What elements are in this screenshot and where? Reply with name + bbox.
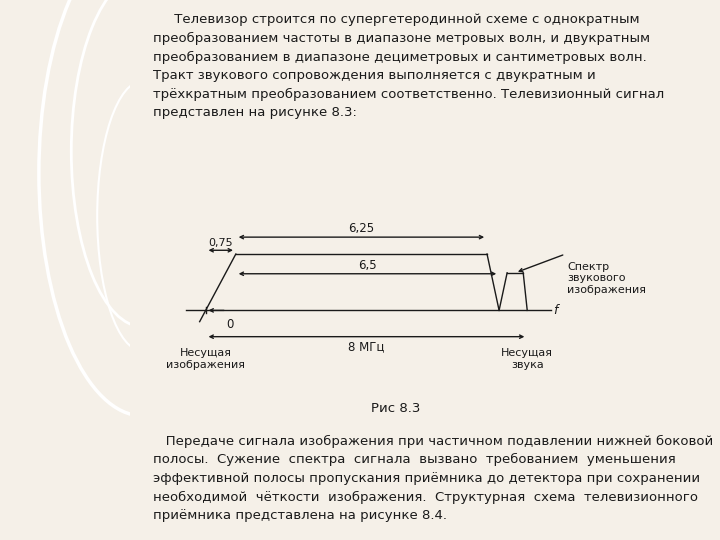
Text: Несущая
изображения: Несущая изображения	[166, 348, 246, 369]
Text: 6,5: 6,5	[358, 259, 377, 272]
Text: Спектр
звукового
изображения: Спектр звукового изображения	[567, 261, 647, 295]
Text: f: f	[554, 304, 558, 317]
Text: Рис 8.3: Рис 8.3	[371, 402, 420, 415]
Text: 0: 0	[226, 318, 233, 331]
Text: 0,75: 0,75	[208, 238, 233, 248]
Text: Передаче сигнала изображения при частичном подавлении нижней боковой
полосы.  Су: Передаче сигнала изображения при частичн…	[153, 435, 714, 522]
Text: 8 МГц: 8 МГц	[348, 340, 384, 354]
Text: 6,25: 6,25	[348, 222, 374, 235]
Text: Телевизор строится по супергетеродинной схеме с однократным
преобразованием част: Телевизор строится по супергетеродинной …	[153, 14, 665, 119]
Text: Несущая
звука: Несущая звука	[501, 348, 553, 369]
